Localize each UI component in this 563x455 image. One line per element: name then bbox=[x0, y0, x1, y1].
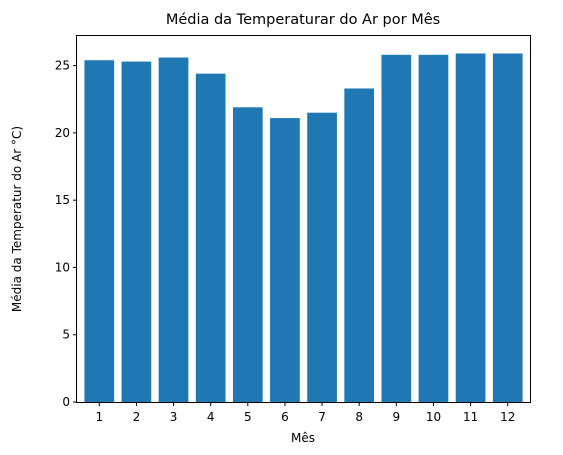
bar-month-1 bbox=[84, 60, 115, 403]
x-tick-label: 6 bbox=[281, 410, 289, 424]
x-tick-label: 12 bbox=[500, 410, 515, 424]
bar-month-4 bbox=[195, 73, 226, 403]
bar-month-3 bbox=[158, 57, 189, 402]
x-tick-label: 5 bbox=[244, 410, 252, 424]
x-tick-label: 3 bbox=[170, 410, 178, 424]
bar-month-2 bbox=[121, 61, 152, 403]
y-axis-label: Média da Temperatur do Ar °C) bbox=[10, 126, 24, 312]
y-tick-label: 20 bbox=[55, 126, 70, 140]
bar-month-9 bbox=[381, 54, 412, 403]
bars-group bbox=[84, 53, 523, 403]
bar-month-6 bbox=[270, 118, 300, 403]
x-tick-label: 2 bbox=[133, 410, 141, 424]
x-tick-label: 4 bbox=[207, 410, 215, 424]
bar-month-10 bbox=[418, 54, 449, 403]
bar-month-12 bbox=[492, 53, 523, 402]
x-tick-label: 1 bbox=[95, 410, 103, 424]
x-axis-ticks: 1 2 3 4 5 6 7 8 9 10 11 12 bbox=[95, 402, 515, 424]
bar-month-8 bbox=[344, 88, 375, 403]
y-axis-ticks: 0 5 10 15 20 25 bbox=[55, 59, 77, 409]
bar-month-11 bbox=[455, 53, 486, 402]
x-tick-label: 10 bbox=[426, 410, 441, 424]
y-tick-label: 5 bbox=[62, 328, 70, 342]
x-axis-label: Mês bbox=[291, 431, 315, 445]
x-tick-label: 9 bbox=[393, 410, 401, 424]
plot-frame bbox=[76, 35, 531, 403]
x-tick-label: 7 bbox=[318, 410, 326, 424]
y-tick-label: 15 bbox=[55, 193, 70, 207]
y-tick-label: 0 bbox=[62, 395, 70, 409]
y-tick-label: 10 bbox=[55, 260, 70, 274]
chart-title: Média da Temperaturar do Ar por Mês bbox=[166, 12, 440, 28]
bar-month-5 bbox=[232, 107, 263, 403]
x-tick-label: 11 bbox=[463, 410, 478, 424]
y-tick-label: 25 bbox=[55, 59, 70, 73]
bar-month-7 bbox=[307, 112, 337, 402]
x-tick-label: 8 bbox=[355, 410, 363, 424]
